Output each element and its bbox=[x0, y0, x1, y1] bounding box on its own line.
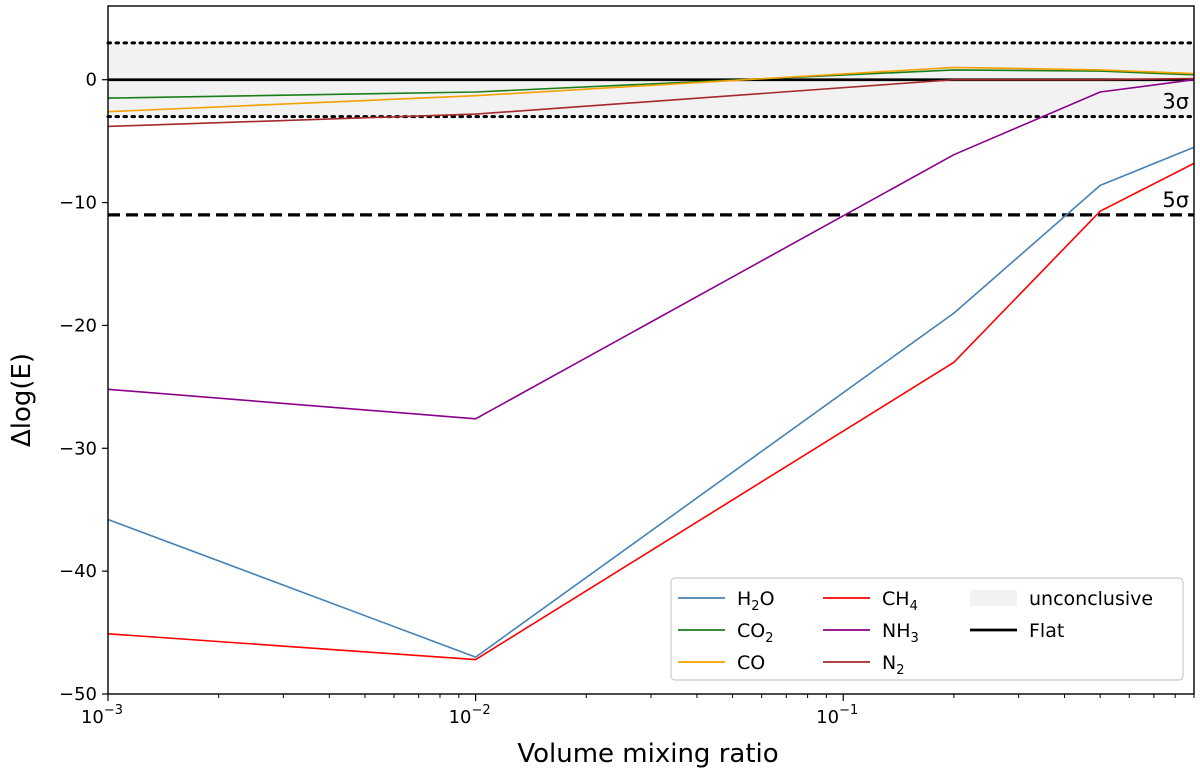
threshold-label-five: 5σ bbox=[1162, 188, 1189, 212]
legend-subscript: 2 bbox=[896, 663, 904, 678]
legend-swatch-unconclusive bbox=[970, 590, 1017, 606]
x-tick-label: 10−2 bbox=[449, 703, 491, 728]
x-axis-label: Volume mixing ratio bbox=[517, 739, 778, 769]
y-tick-label: −50 bbox=[59, 684, 97, 705]
legend-subscript: 4 bbox=[910, 599, 918, 614]
x-tick-exponent: −2 bbox=[471, 703, 490, 718]
legend-subscript: 3 bbox=[911, 631, 919, 646]
series-line-co bbox=[108, 66, 1194, 113]
y-axis-label: Δlog(E) bbox=[7, 353, 37, 447]
series-line-h2o bbox=[108, 146, 1194, 658]
x-tick-label: 10−3 bbox=[81, 703, 123, 728]
x-tick-label: 10−1 bbox=[816, 703, 858, 728]
y-tick-label: −30 bbox=[59, 438, 97, 459]
series-layer bbox=[108, 66, 1194, 661]
y-tick-label: −10 bbox=[59, 193, 97, 214]
y-tick-label: 0 bbox=[86, 70, 97, 91]
legend-label-flat: Flat bbox=[1029, 620, 1064, 642]
threshold-label-lower3: 3σ bbox=[1162, 90, 1189, 114]
series-line-nh3 bbox=[108, 78, 1194, 420]
x-tick-exponent: −3 bbox=[104, 703, 123, 718]
legend-suffix: O bbox=[760, 588, 775, 610]
legend-subscript: 2 bbox=[765, 631, 773, 646]
series-line-n2 bbox=[108, 77, 1194, 128]
legend-box bbox=[670, 577, 1184, 681]
series-line-co2 bbox=[108, 69, 1194, 99]
legend-label-co: CO bbox=[737, 652, 765, 674]
legend-subscript: 2 bbox=[751, 599, 759, 614]
y-tick-label: −20 bbox=[59, 315, 97, 336]
y-tick-label: −40 bbox=[59, 561, 97, 582]
legend-label-unconclusive: unconclusive bbox=[1029, 588, 1153, 610]
series-line-ch4 bbox=[108, 162, 1194, 661]
x-tick-exponent: −1 bbox=[839, 703, 858, 718]
series-group bbox=[108, 66, 1194, 661]
legend-label-h2o: H2O bbox=[737, 588, 775, 614]
